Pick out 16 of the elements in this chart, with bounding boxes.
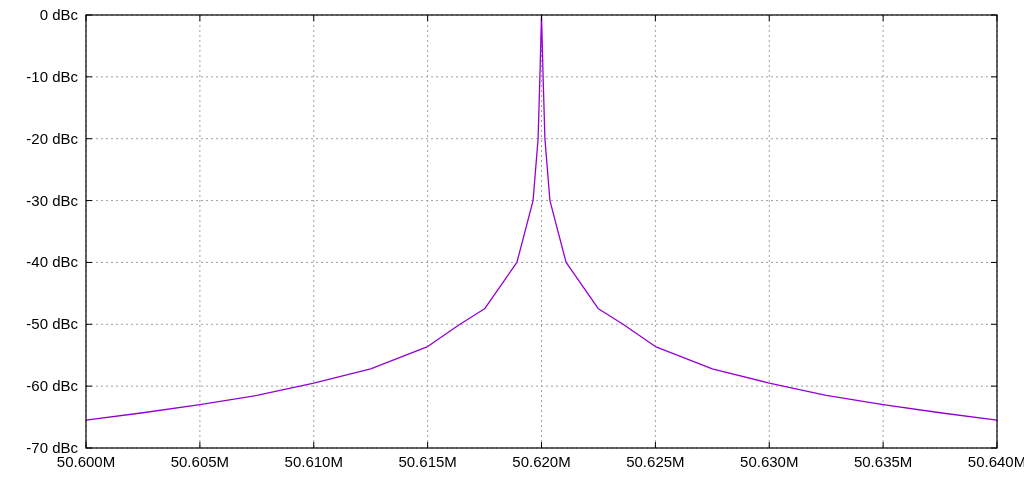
x-tick-label: 50.630M (740, 453, 799, 470)
y-tick-label: -50 dBc (26, 315, 79, 333)
y-tick-label: -10 dBc (26, 67, 79, 85)
y-tick-label: -40 dBc (26, 253, 79, 271)
x-tick-label: 50.600M (56, 453, 116, 470)
y-tick-label: -60 dBc (26, 377, 79, 395)
x-tick-label: 50.635M (853, 453, 913, 470)
x-tick-label: 50.620M (512, 453, 571, 470)
x-tick-label: 50.625M (626, 453, 685, 470)
y-tick-label: -20 dBc (26, 129, 79, 147)
y-tick-label: 0 dBc (39, 6, 79, 23)
y-tick-label: -70 dBc (26, 439, 79, 456)
y-tick-label: -30 dBc (26, 191, 79, 209)
x-tick-label: 50.615M (398, 453, 457, 470)
x-tick-label: 50.605M (170, 453, 230, 470)
x-tick-label: 50.610M (284, 453, 343, 470)
